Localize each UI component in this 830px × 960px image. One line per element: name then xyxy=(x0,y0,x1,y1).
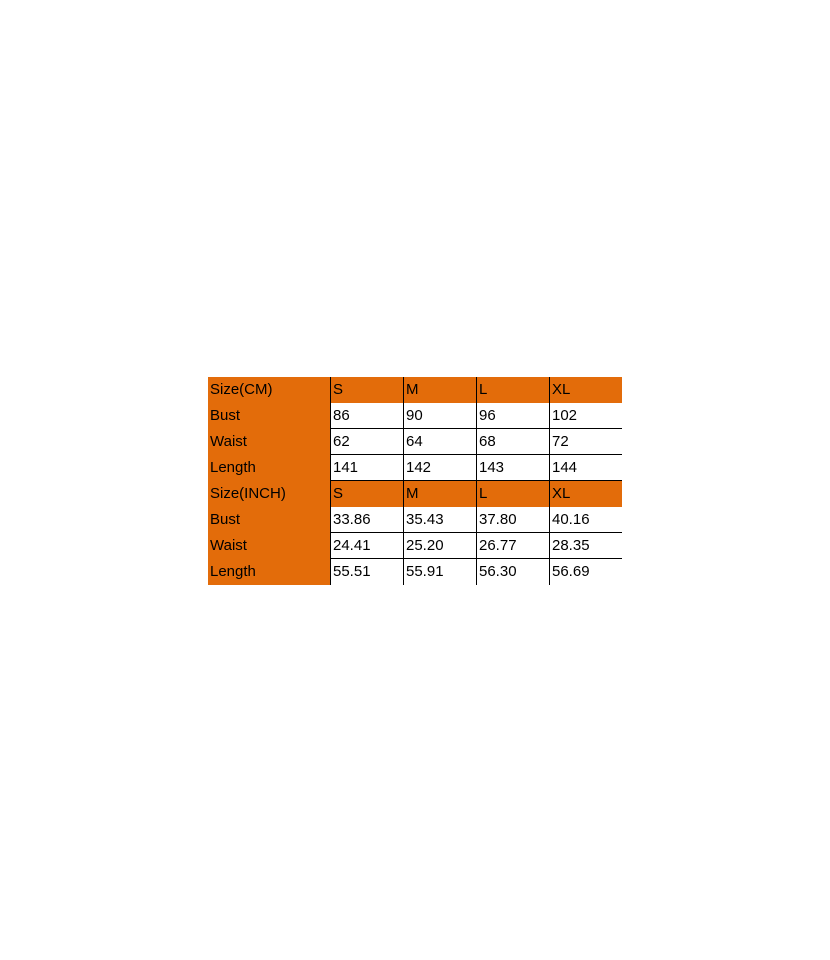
size-header-cell: S xyxy=(330,481,403,507)
value-cell: 62 xyxy=(330,429,403,455)
value-cell: 102 xyxy=(549,403,622,429)
value-cell: 96 xyxy=(476,403,549,429)
measurement-label-cell: Bust xyxy=(208,403,330,429)
table-row: Bust 86 90 96 102 xyxy=(208,403,622,429)
measurement-label-cell: Waist xyxy=(208,533,330,559)
size-chart-table: Size(CM) S M L XL Bust 86 90 96 102 Waist 62 64 68 72 L… xyxy=(208,377,622,585)
table-row: Length 55.51 55.91 56.30 56.69 xyxy=(208,559,622,585)
value-cell: 55.51 xyxy=(330,559,403,585)
table-row: Waist 24.41 25.20 26.77 28.35 xyxy=(208,533,622,559)
header-row: Size(CM) S M L XL xyxy=(208,377,622,403)
measurement-label-cell: Waist xyxy=(208,429,330,455)
value-cell: 28.35 xyxy=(549,533,622,559)
table-row: Waist 62 64 68 72 xyxy=(208,429,622,455)
size-header-cell: M xyxy=(403,481,476,507)
value-cell: 64 xyxy=(403,429,476,455)
size-header-cell: L xyxy=(476,377,549,403)
value-cell: 141 xyxy=(330,455,403,481)
value-cell: 143 xyxy=(476,455,549,481)
value-cell: 144 xyxy=(549,455,622,481)
value-cell: 24.41 xyxy=(330,533,403,559)
value-cell: 26.77 xyxy=(476,533,549,559)
table-row: Length 141 142 143 144 xyxy=(208,455,622,481)
value-cell: 40.16 xyxy=(549,507,622,533)
value-cell: 37.80 xyxy=(476,507,549,533)
unit-header-cell: Size(CM) xyxy=(208,377,330,403)
size-header-cell: M xyxy=(403,377,476,403)
header-row: Size(INCH) S M L XL xyxy=(208,481,622,507)
value-cell: 25.20 xyxy=(403,533,476,559)
value-cell: 55.91 xyxy=(403,559,476,585)
value-cell: 86 xyxy=(330,403,403,429)
value-cell: 90 xyxy=(403,403,476,429)
value-cell: 56.30 xyxy=(476,559,549,585)
value-cell: 68 xyxy=(476,429,549,455)
value-cell: 35.43 xyxy=(403,507,476,533)
size-header-cell: XL xyxy=(549,377,622,403)
table-row: Bust 33.86 35.43 37.80 40.16 xyxy=(208,507,622,533)
value-cell: 72 xyxy=(549,429,622,455)
value-cell: 142 xyxy=(403,455,476,481)
value-cell: 56.69 xyxy=(549,559,622,585)
size-header-cell: XL xyxy=(549,481,622,507)
measurement-label-cell: Length xyxy=(208,455,330,481)
unit-header-cell: Size(INCH) xyxy=(208,481,330,507)
measurement-label-cell: Length xyxy=(208,559,330,585)
value-cell: 33.86 xyxy=(330,507,403,533)
size-header-cell: L xyxy=(476,481,549,507)
measurement-label-cell: Bust xyxy=(208,507,330,533)
size-header-cell: S xyxy=(330,377,403,403)
